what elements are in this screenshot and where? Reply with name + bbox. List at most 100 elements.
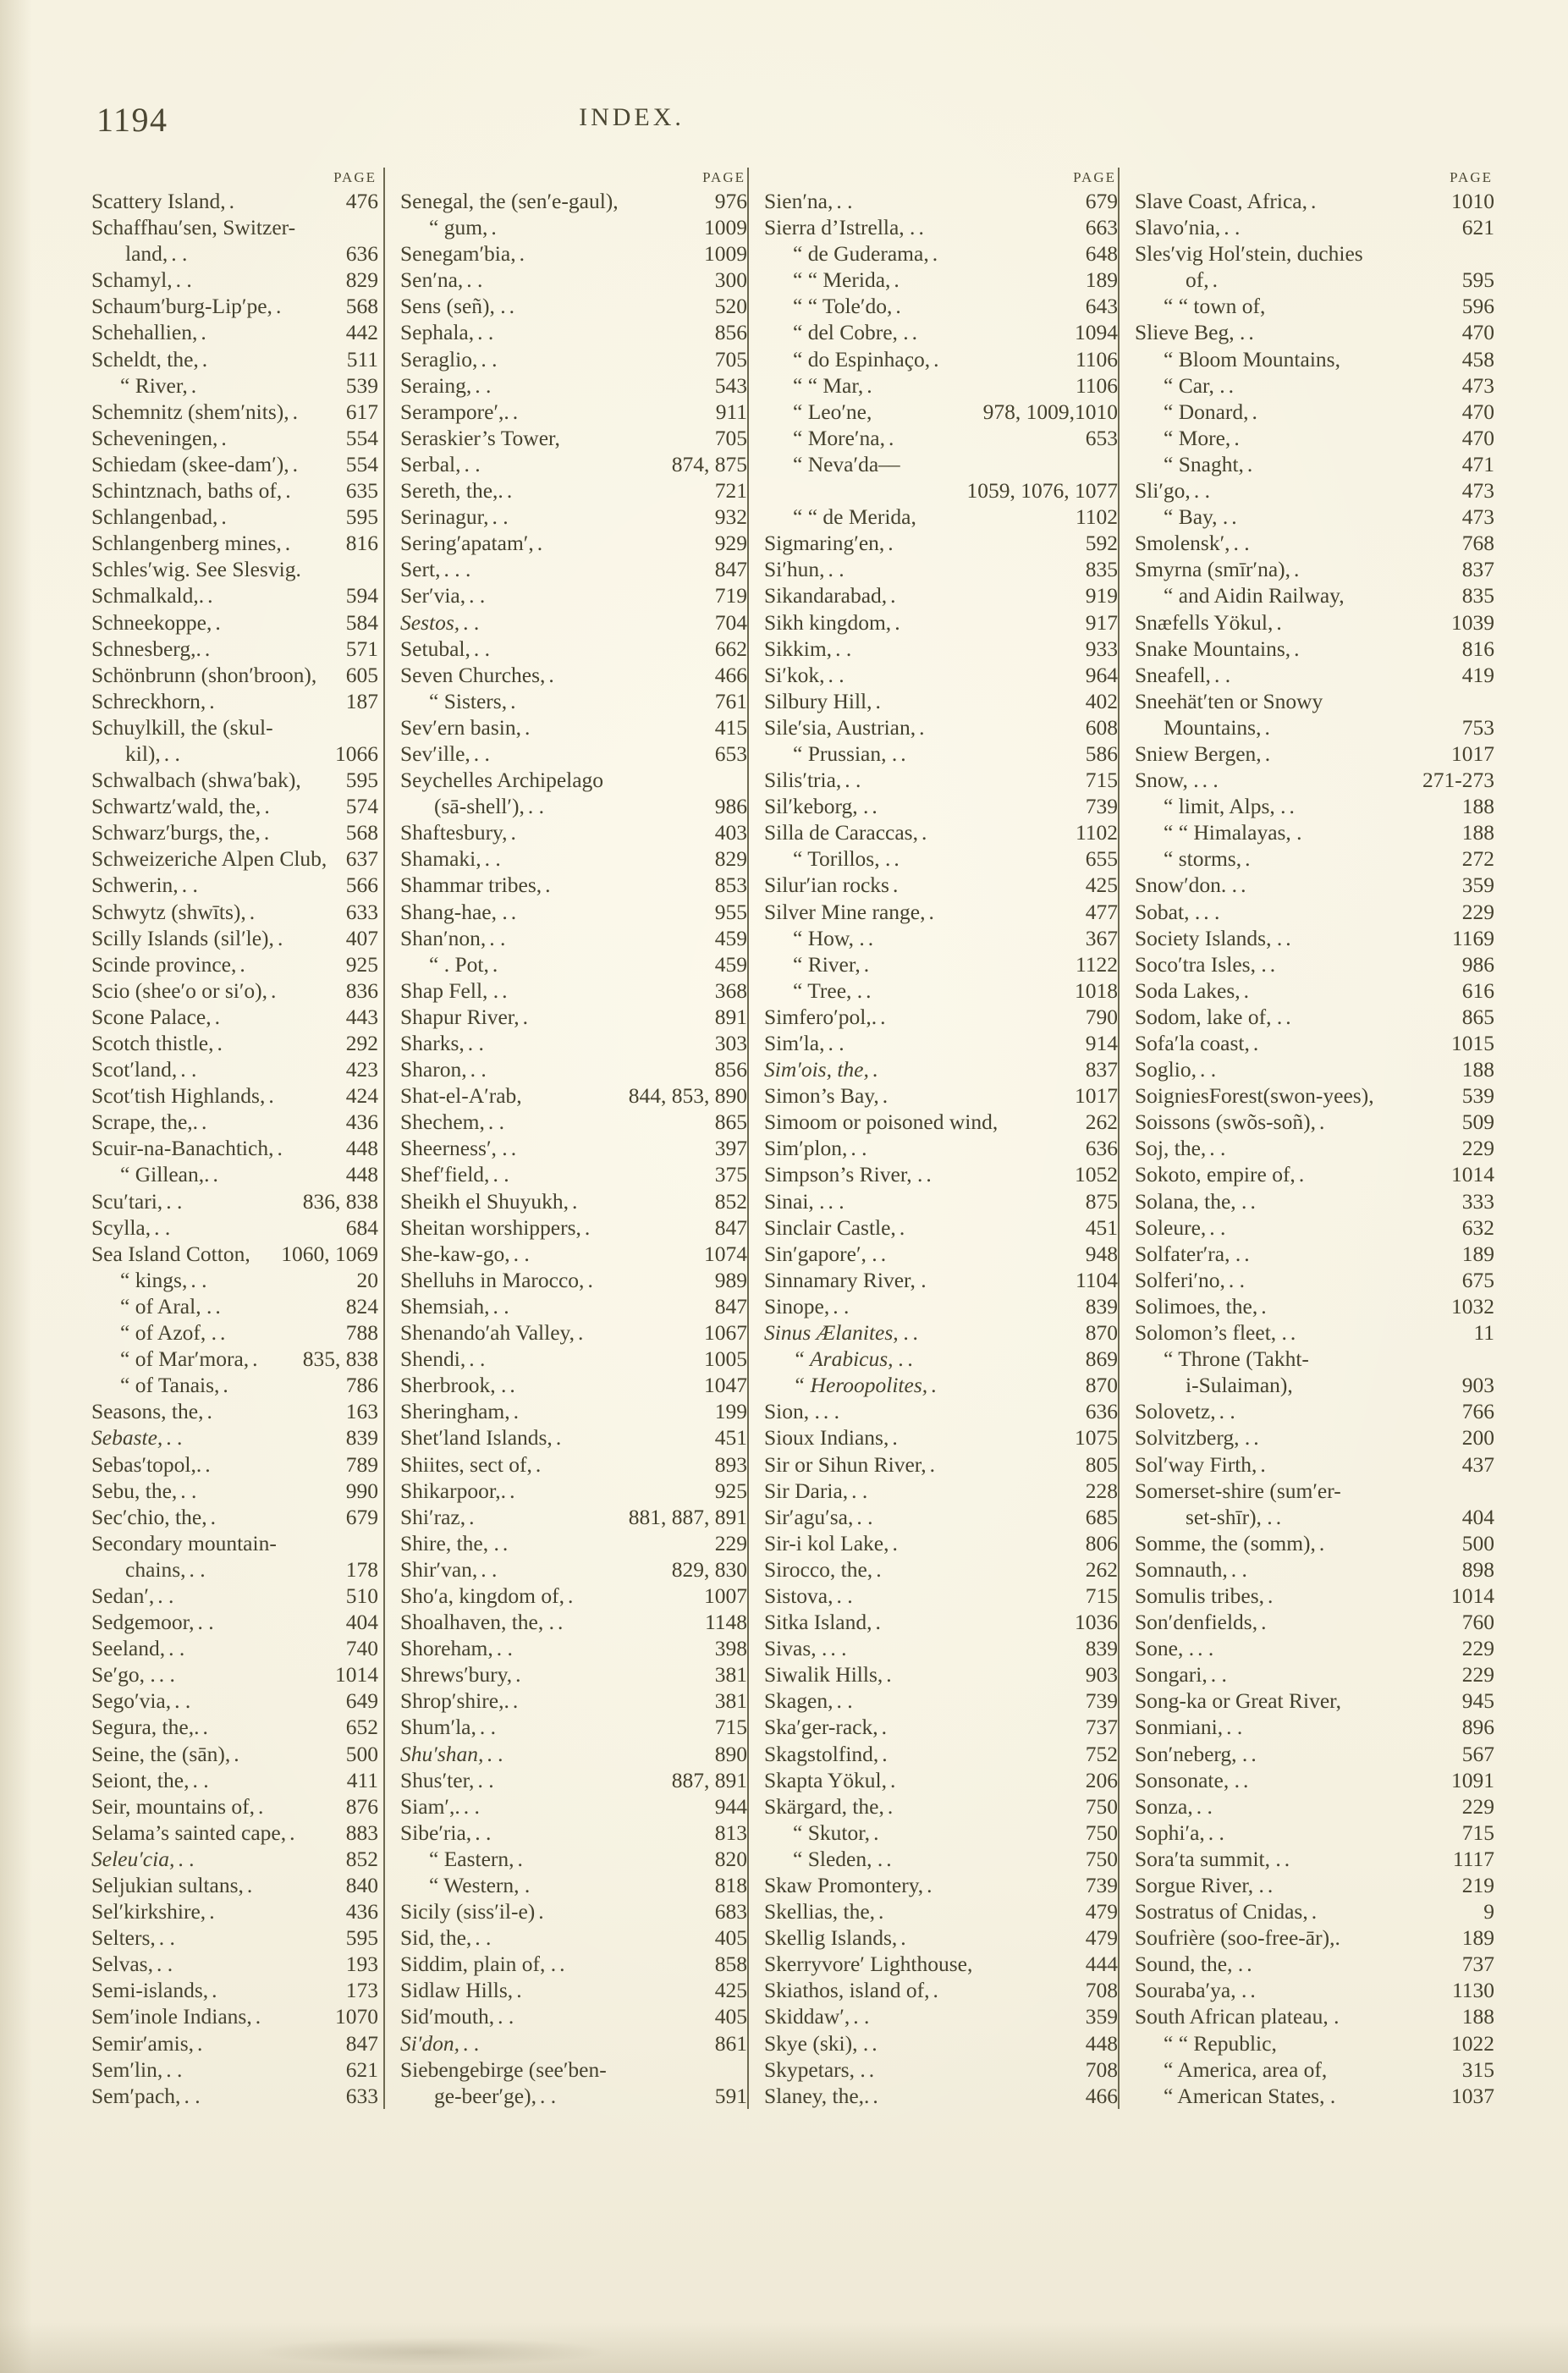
leader-dots: . — [275, 294, 282, 319]
index-entry: “ “ de Merida, 1102 — [764, 504, 1118, 530]
leader-dots: . — [1310, 189, 1317, 213]
leader-dots: . . — [828, 662, 845, 687]
index-entry-label: Seraglio, — [400, 346, 478, 372]
index-entry-page-number: 835 — [1461, 583, 1494, 608]
index-entry-page-number: 898 — [1461, 1556, 1494, 1582]
index-entry-page-number: 398 — [714, 1636, 747, 1661]
index-entry: 1059, 1076, 1077 — [764, 477, 1119, 504]
index-entry-page-number: 760 — [1461, 1610, 1494, 1635]
index-entry-label: Solferi′no, — [1135, 1267, 1225, 1292]
column-page-header: PAGE — [702, 169, 745, 185]
index-entry-page-number: 836, 838 — [302, 1188, 378, 1214]
index-entry: Sec′chio, the,. 679 — [91, 1504, 378, 1530]
leader-dots: . . — [1228, 1267, 1245, 1292]
leader-dots: . . — [475, 1820, 492, 1845]
leader-dots: . . — [835, 636, 852, 661]
index-entry: Schintznach, baths of,. 635 — [91, 477, 378, 504]
index-entry-label: Selters, — [91, 1925, 156, 1951]
index-entry-label: “ More, — [1164, 425, 1231, 450]
index-entry-page-number: 1102 — [1075, 820, 1118, 845]
index-entry: Ser′via,. . 719 — [400, 582, 747, 608]
scan-smudge — [254, 2337, 609, 2366]
index-entry-page-number: 404 — [1461, 1504, 1494, 1529]
leader-dots: . — [1252, 399, 1257, 424]
leader-dots: . — [509, 1478, 515, 1503]
index-entry-page-number: 853 — [714, 873, 747, 898]
leader-dots: . — [510, 1136, 517, 1161]
leader-dots: . — [207, 583, 213, 608]
index-entry-page-number: 20 — [356, 1267, 379, 1292]
leader-dots: . . — [1213, 662, 1231, 687]
index-entry-page-number: 1091 — [1451, 1767, 1494, 1792]
index-entry: Sego′via,. . 649 — [91, 1688, 378, 1714]
index-entry: Shendi,. . 1005 — [400, 1346, 747, 1372]
index-entry-label: Schweizeriche Alpen Club, — [91, 846, 327, 872]
index-entry: Sebaste,. . 839 — [91, 1424, 378, 1451]
leader-dots: . — [887, 1793, 894, 1819]
index-entry-label: Sikandarabad, — [764, 583, 888, 608]
index-entry-label: SoigniesForest(swon-yees), — [1135, 1083, 1374, 1109]
index-entry: Shikarpoor,.. 925 — [400, 1478, 747, 1504]
index-entry-label: “ Snaght, — [1164, 451, 1244, 476]
leader-dots: . — [1268, 1583, 1274, 1608]
index-entry: Soleure,. . 632 — [1135, 1214, 1494, 1241]
index-entry: Shi′raz,. 881, 887, 891 — [400, 1504, 747, 1530]
index-entry-page-number: 856 — [714, 320, 747, 345]
leader-dots: . — [889, 1767, 896, 1792]
index-entry-label: Sigmaring′en, — [764, 531, 885, 556]
index-entry: Soufrière (soo-free-ār),. 189 — [1135, 1924, 1494, 1951]
index-entry: Song-ka or Great River, 945 — [1135, 1688, 1494, 1714]
index-entry-page-number: 554 — [345, 451, 378, 476]
index-entry: Shef′field,. . 375 — [400, 1161, 747, 1187]
index-entry: “ Heroopolites,. 870 — [764, 1372, 1118, 1398]
index-entry-label: “ Torillos, . — [793, 846, 891, 872]
leader-dots: . . — [1210, 1662, 1227, 1688]
index-entry: Seraskier’s Tower, 705 — [400, 425, 747, 451]
index-entry-page-number: 262 — [1085, 1556, 1118, 1582]
leader-dots: . — [491, 215, 497, 240]
leader-dots: . — [201, 1109, 207, 1135]
index-entry-label: Sephala, — [400, 320, 475, 345]
index-entry-label: Sile′sia, Austrian, — [764, 714, 916, 740]
index-entry-page-number: 649 — [345, 1688, 378, 1714]
index-entry-page-number: 1036 — [1075, 1610, 1118, 1635]
index-entry: Sierra d’Istrella, .. 663 — [764, 214, 1118, 240]
index-entry: Sephala,. . 856 — [400, 319, 747, 345]
index-entry-label: Shat-el-A′rab, — [400, 1083, 522, 1109]
index-entry-page-number: 1007 — [704, 1583, 747, 1608]
index-entry: “ de Guderama,. 648 — [764, 240, 1118, 267]
index-entry-label: Soj, the, — [1135, 1136, 1207, 1161]
index-entry-label: “ of Tanais, — [120, 1373, 220, 1398]
index-entry: Seljukian sultans,. 840 — [91, 1872, 378, 1898]
index-entry-page-number: 407 — [345, 925, 378, 950]
index-entry-label: Shechem, — [400, 1109, 485, 1135]
leader-dots: . — [1267, 1873, 1274, 1897]
index-entry: “ River,. 539 — [91, 372, 378, 399]
index-entry: Schwalbach (shwa′bak), 595 — [91, 767, 378, 793]
index-entry: Semir′amis,. 847 — [91, 2030, 378, 2056]
index-entry-label: Se′go, . — [91, 1662, 156, 1688]
index-entry: Sigmaring′en,. 592 — [764, 530, 1118, 556]
index-entry-label: “ “ Merida, — [793, 267, 891, 293]
index-entry: Soco′tra Isles, .. 986 — [1135, 951, 1494, 977]
leader-dots: . — [1241, 873, 1246, 898]
leader-dots: . — [558, 1610, 564, 1635]
leader-dots: . — [255, 2004, 261, 2029]
index-entry-label: Sebu, the, — [91, 1478, 178, 1503]
leader-dots: . — [1253, 1425, 1259, 1451]
leader-dots: . — [1251, 1741, 1257, 1766]
leader-dots: . — [1261, 1610, 1267, 1635]
leader-dots: . — [1269, 951, 1276, 977]
index-entry-label: Sound, the, . — [1135, 1952, 1244, 1977]
index-entry-label: Seine, the (sān), — [91, 1741, 231, 1766]
index-entry-label: Segura, the,. — [91, 1715, 200, 1740]
index-entry-label: Seasons, the, — [91, 1399, 204, 1424]
leader-dots: . . — [836, 1583, 853, 1608]
index-entry-label: Sneehät′ten or Snowy — [1135, 688, 1323, 713]
index-entry-page-number: 1009 — [704, 241, 747, 267]
index-entry-page-number: 753 — [1461, 714, 1494, 740]
index-entry-page-number: 1037 — [1451, 2083, 1494, 2108]
index-entry: Sniew Bergen,. 1017 — [1135, 741, 1494, 767]
index-entry: Son′denfields,. 760 — [1135, 1609, 1494, 1635]
leader-dots: . — [249, 899, 256, 924]
